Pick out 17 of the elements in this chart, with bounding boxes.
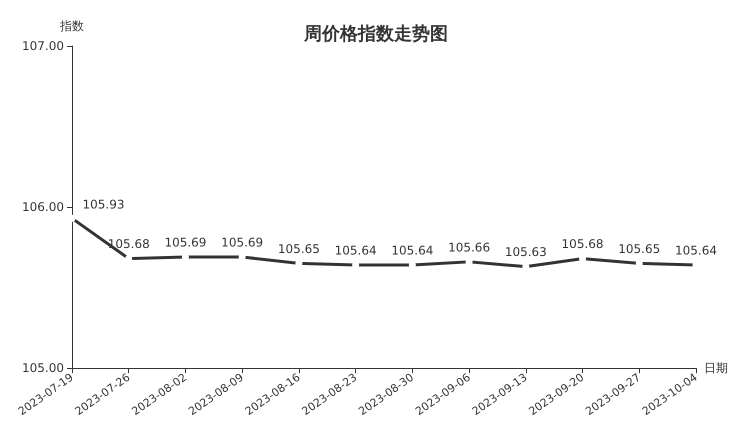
y-tick-label: 107.00 <box>22 39 64 53</box>
data-label: 105.63 <box>504 245 547 260</box>
y-tick-label: 105.00 <box>22 361 64 376</box>
data-label: 105.65 <box>278 242 320 256</box>
data-label: 105.68 <box>562 237 604 252</box>
data-label: 105.69 <box>221 235 264 250</box>
data-label: 105.64 <box>334 244 377 258</box>
y-tick-label: 106.00 <box>22 200 64 214</box>
data-label: 105.64 <box>675 244 717 258</box>
data-label: 105.69 <box>164 235 206 250</box>
data-label: 105.93 <box>82 197 124 212</box>
data-label: 105.64 <box>391 244 434 258</box>
data-label: 105.65 <box>618 242 660 256</box>
y-axis-title: 指数 <box>59 19 84 33</box>
chart-title: 周价格指数走势图 <box>303 24 448 44</box>
x-axis-title: 日期 <box>704 361 728 376</box>
data-label: 105.66 <box>448 240 490 254</box>
